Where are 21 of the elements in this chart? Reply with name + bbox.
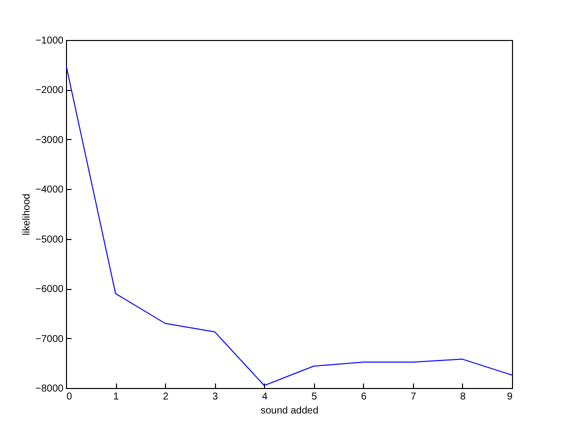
y-tick-label: −1000 [35,36,64,46]
x-tick-label: 5 [311,392,318,402]
y-axis-title: likelihood [21,194,32,236]
x-tick-label: 1 [113,392,120,402]
x-tick-label: 9 [506,392,513,402]
x-tick-label: 8 [460,392,466,402]
y-tick-label: −4000 [35,184,64,196]
x-tick-label: 4 [262,392,268,402]
x-tick-label: 7 [410,392,417,402]
y-tick-label: −5000 [35,234,64,246]
y-tick-label: −8000 [35,384,64,394]
x-axis-title: sound added [260,406,318,416]
x-tick-label: 6 [361,392,368,402]
x-tick-label: 3 [212,392,218,402]
y-tick-label: −7000 [35,334,64,345]
line-series [66,64,512,386]
x-tick-label: 0 [66,392,72,402]
y-tick-label: −3000 [35,134,64,146]
y-tick-label: −6000 [35,284,64,296]
y-tick-label: −2000 [35,85,64,96]
x-tick-label: 2 [162,392,169,402]
